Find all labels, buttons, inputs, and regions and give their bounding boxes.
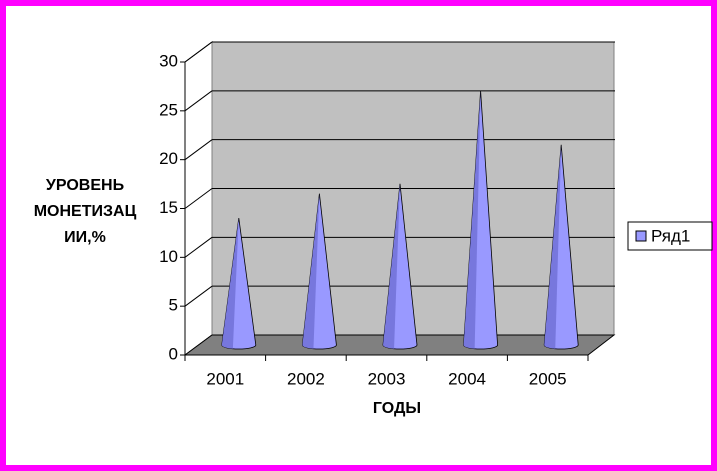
y-axis-title: ИИ,% [64, 229, 106, 246]
cone [221, 217, 257, 350]
legend-label: Ряд1 [651, 226, 690, 245]
y-tick-label: 20 [159, 149, 178, 168]
y-tick-label: 30 [159, 51, 178, 70]
y-tick-label: 10 [159, 247, 178, 266]
y-tick-label: 25 [159, 100, 178, 119]
cone-part [544, 144, 562, 349]
cone [463, 91, 499, 350]
x-tick-label: 2005 [529, 369, 567, 388]
grid-line [184, 41, 213, 63]
cone [382, 183, 418, 350]
y-axis-title: МОНЕТИЗАЦ [34, 203, 137, 220]
grid-line [184, 139, 213, 161]
grid-line [184, 90, 213, 112]
cone-part [382, 183, 400, 349]
x-tick-label: 2004 [448, 369, 486, 388]
y-tick-label: 15 [159, 198, 178, 217]
cone-part [463, 91, 481, 349]
cone-part [302, 193, 320, 349]
x-axis-title: ГОДЫ [373, 400, 421, 417]
grid-line [184, 188, 213, 209]
x-tick-label: 2003 [368, 369, 406, 388]
x-tick-label: 2002 [287, 369, 325, 388]
cone [301, 193, 337, 350]
cone-part [221, 218, 239, 349]
y-tick-label: 0 [169, 344, 178, 363]
grid-line [184, 285, 213, 307]
cone [543, 144, 579, 350]
grid-line [184, 236, 213, 258]
x-tick-label: 2001 [206, 369, 244, 388]
legend-swatch [635, 230, 647, 242]
y-axis-title: УРОВЕНЬ [46, 177, 124, 194]
y-tick-label: 5 [169, 296, 178, 315]
